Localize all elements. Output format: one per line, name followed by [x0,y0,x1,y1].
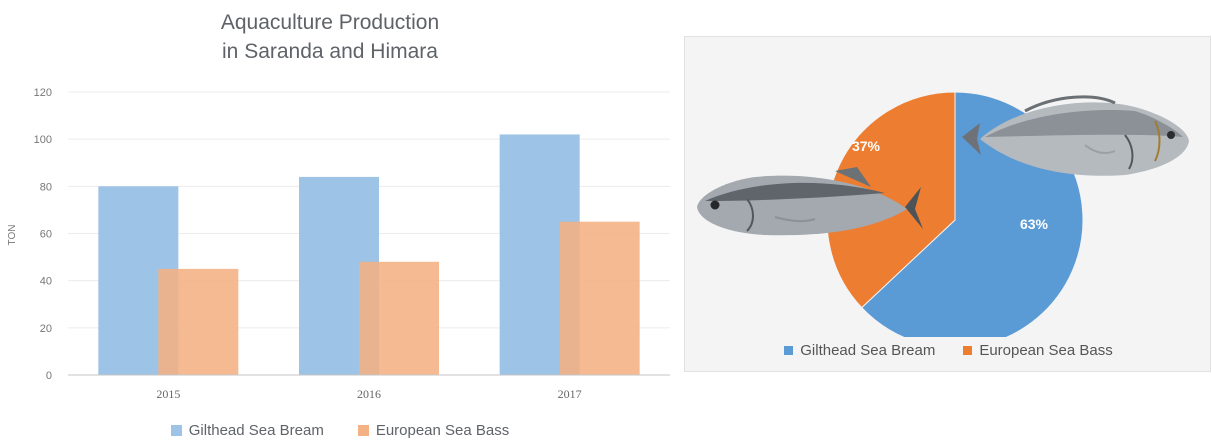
bar-y-tick-label: 100 [34,134,52,146]
bar-legend-swatch-seabass [357,424,369,436]
bar-x-tick-label: 2015 [156,387,180,401]
bar-chart: 0 20 40 60 80 100 120 TON 2015 2016 2017 [7,87,670,401]
pie-chart-data-labels: 63% 37% [852,138,1049,232]
pie-legend-label-gilthead: Gilthead Sea Bream [800,341,936,359]
pie-data-label-seabass: 37% [852,138,881,154]
bar-legend-label-seabass: European Sea Bass [375,421,510,439]
bar-legend-item-gilthead: Gilthead Sea Bream [170,419,324,441]
pie-data-label-gilthead: 63% [1020,216,1049,232]
bar-y-tick-label: 40 [40,276,52,288]
pie-legend-swatch-gilthead [784,345,794,355]
bar-chart-title: Aquaculture Production in Saranda and Hi… [150,8,510,66]
bar-chart-title-line2: in Saranda and Himara [222,40,438,63]
bar-chart-bars [98,134,640,375]
bar-chart-legend: Gilthead Sea Bream European Sea Bass [0,419,680,441]
bar-y-tick-label: 0 [46,370,52,382]
bar-seabass-2016 [359,261,439,375]
pie-chart-legend: Gilthead Sea Bream European Sea Bass [685,338,1212,362]
bar-chart-x-tick-labels: 2015 2016 2017 [156,387,581,401]
pie-legend-item-gilthead: Gilthead Sea Bream [784,338,935,362]
bar-y-tick-label: 80 [40,181,52,193]
bar-x-tick-label: 2016 [357,387,381,401]
european-sea-bass-fish-image [697,167,923,236]
bar-y-tick-label: 20 [40,323,52,335]
pie-chart: 63% 37% [697,91,1189,337]
bar-chart-y-axis-label: TON [7,225,18,246]
bar-y-tick-label: 120 [34,87,52,99]
pie-legend-item-seabass: European Sea Bass [963,338,1113,362]
bar-legend-label-gilthead: Gilthead Sea Bream [188,421,324,439]
pie-legend-swatch-seabass [963,345,973,355]
gilthead-sea-bream-fish-image [962,95,1189,176]
bar-legend-item-seabass: European Sea Bass [357,419,510,441]
pie-chart-panel: 63% 37% Gilthead Sea Bream European Sea B… [684,36,1211,372]
bar-seabass-2017 [559,221,640,375]
bar-x-tick-label: 2017 [558,387,582,401]
bar-chart-y-tick-labels: 0 20 40 60 80 100 120 [34,87,52,382]
bar-legend-swatch-gilthead [170,424,182,436]
bar-seabass-2015 [158,268,239,375]
bar-chart-title-line1: Aquaculture Production [220,11,440,34]
bar-y-tick-label: 60 [40,229,52,241]
pie-legend-label-seabass: European Sea Bass [979,341,1113,359]
